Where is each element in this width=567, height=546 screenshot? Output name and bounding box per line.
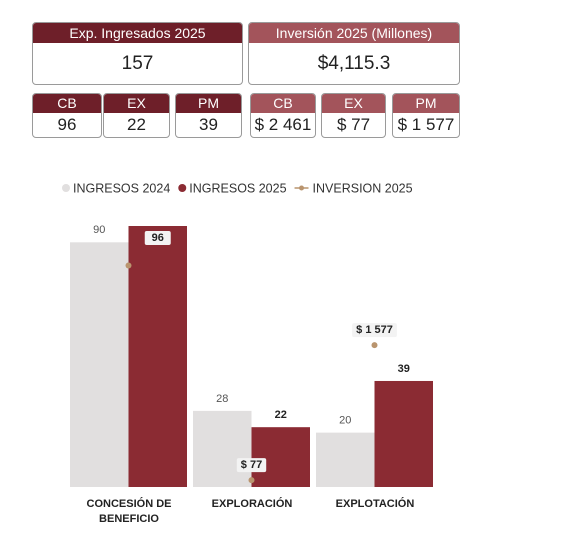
card-value: 22 (127, 115, 146, 134)
point (125, 262, 132, 269)
card: EX 22 (103, 93, 170, 138)
legend-label: INVERSION 2025 (313, 181, 413, 195)
data-label: 22 (275, 409, 287, 421)
card: PM $ 1 577 (392, 93, 460, 138)
x-tick-label: CONCESIÓN DE BENEFICIO (86, 498, 172, 525)
data-label: 96 (152, 232, 164, 244)
card: CB $ 2 461 (250, 93, 316, 138)
card: PM 39 (175, 93, 242, 138)
card-value: $ 1 577 (397, 115, 455, 134)
bar (374, 380, 433, 487)
legend-label: INGRESOS 2025 (189, 181, 286, 195)
card-title: PM (176, 94, 241, 113)
bar (70, 242, 129, 487)
card: Inversión 2025 (Millones) $4,115.3 (248, 22, 460, 85)
card-title: Exp. Ingresados 2025 (33, 23, 242, 43)
bar (251, 427, 310, 487)
card-title: Inversión 2025 (Millones) (249, 23, 459, 43)
legend-marker (62, 184, 70, 192)
legend-marker (178, 184, 187, 192)
card-value: $4,115.3 (317, 53, 391, 74)
bar (316, 432, 375, 487)
label-bg (236, 458, 267, 473)
card-value: $ 77 (336, 115, 371, 134)
card-value: $ 2 461 (254, 115, 312, 134)
bar (128, 226, 187, 487)
x-tick-label: EXPLORACIÓN (211, 498, 293, 510)
card-value: 157 (121, 53, 154, 74)
data-label: 90 (93, 224, 105, 236)
bar (193, 410, 252, 487)
card-title: CB (251, 94, 315, 113)
card: EX $ 77 (321, 93, 386, 138)
card-title: CB (33, 94, 101, 113)
data-label: $ 77 (241, 459, 262, 471)
data-label: 28 (216, 393, 228, 405)
card-title: EX (322, 94, 385, 113)
data-label: $ 1 577 (356, 324, 393, 336)
card-title: PM (393, 94, 459, 113)
card: CB 96 (32, 93, 102, 138)
card-title: EX (104, 94, 169, 113)
data-label: 20 (339, 415, 351, 427)
card-value: 39 (199, 115, 218, 134)
point (371, 342, 378, 349)
card: Exp. Ingresados 2025 157 (32, 22, 243, 85)
label-bg (352, 323, 397, 338)
legend-marker (299, 185, 305, 191)
card-value: 96 (57, 115, 77, 134)
x-tick-label: EXPLOTACIÓN (335, 498, 415, 510)
data-label: 39 (398, 363, 410, 375)
point (248, 477, 255, 484)
legend-label: INGRESOS 2024 (73, 181, 170, 195)
label-bg (144, 231, 171, 245)
